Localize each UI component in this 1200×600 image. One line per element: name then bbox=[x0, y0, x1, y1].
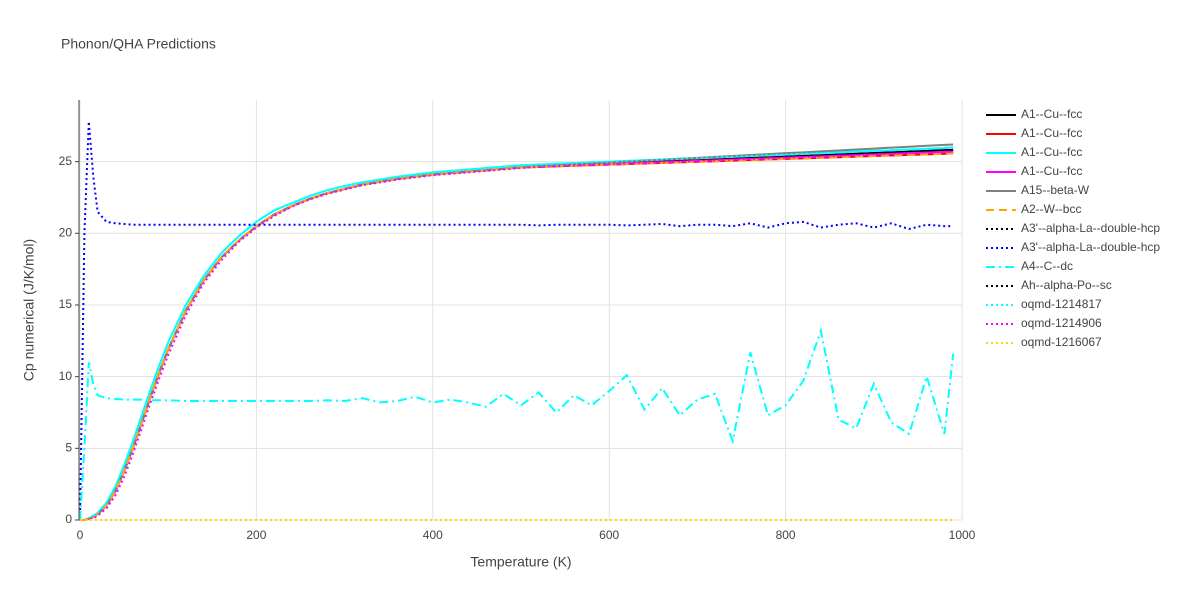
y-tick-label: 0 bbox=[65, 512, 72, 526]
legend-label: A1--Cu--fcc bbox=[1021, 107, 1082, 121]
x-tick-label: 200 bbox=[246, 528, 266, 542]
legend-label: A3'--alpha-La--double-hcp bbox=[1021, 221, 1160, 235]
grid: 0 5 10 15 20 25 0 200 400 600 800 1000 bbox=[59, 100, 976, 542]
legend-label: A15--beta-W bbox=[1021, 183, 1090, 197]
legend-label: A2--W--bcc bbox=[1021, 202, 1081, 216]
y-tick-label: 25 bbox=[59, 154, 73, 168]
plot-area bbox=[79, 121, 955, 521]
legend-label: A1--Cu--fcc bbox=[1021, 145, 1082, 159]
series-line bbox=[79, 326, 955, 521]
y-tick-label: 20 bbox=[59, 225, 73, 239]
y-tick-label: 5 bbox=[65, 440, 72, 454]
legend-label: oqmd-1216067 bbox=[1021, 335, 1102, 349]
series-line bbox=[80, 146, 954, 521]
x-axis-title: Temperature (K) bbox=[470, 554, 571, 570]
y-tick-label: 10 bbox=[59, 369, 73, 383]
legend-label: A4--C--dc bbox=[1021, 259, 1073, 273]
legend-label: oqmd-1214906 bbox=[1021, 316, 1102, 330]
legend: A1--Cu--fcc A1--Cu--fcc A1--Cu--fcc A1--Cu-… bbox=[986, 107, 1160, 349]
x-tick-label: 800 bbox=[776, 528, 796, 542]
x-tick-label: 0 bbox=[77, 528, 84, 542]
legend-label: A1--Cu--fcc bbox=[1021, 126, 1082, 140]
legend-label: A3'--alpha-La--double-hcp bbox=[1021, 240, 1160, 254]
series-line bbox=[80, 150, 954, 521]
x-tick-label: 400 bbox=[423, 528, 443, 542]
x-tick-label: 600 bbox=[599, 528, 619, 542]
x-tick-label: 1000 bbox=[949, 528, 976, 542]
series-line bbox=[79, 121, 954, 521]
legend-label: Ah--alpha-Po--sc bbox=[1021, 278, 1112, 292]
legend-label: oqmd-1214817 bbox=[1021, 297, 1102, 311]
chart-title: Phonon/QHA Predictions bbox=[61, 36, 216, 52]
legend-label: A1--Cu--fcc bbox=[1021, 164, 1082, 178]
y-axis-title: Cp numerical (J/K/mol) bbox=[21, 239, 37, 381]
y-tick-label: 15 bbox=[59, 297, 73, 311]
